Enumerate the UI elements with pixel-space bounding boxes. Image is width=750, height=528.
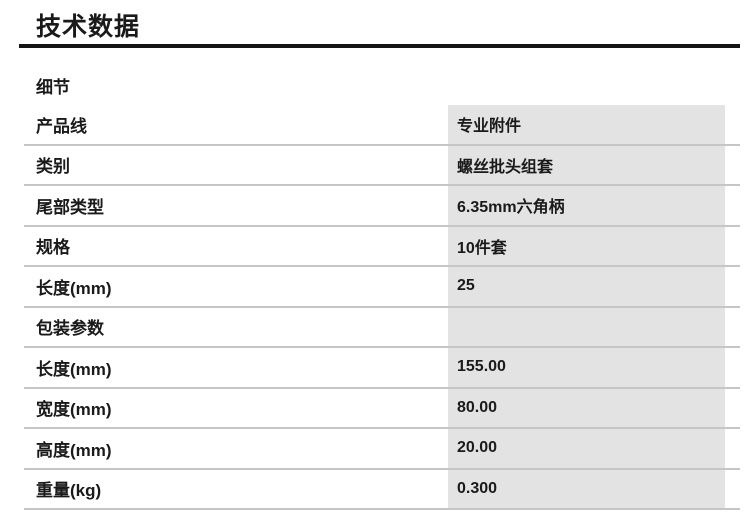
row-label: 规格 [36,238,70,258]
table-row: 宽度(mm) 80.00 [24,388,740,429]
table-row: 高度(mm) 20.00 [24,429,740,470]
row-label: 包装参数 [36,319,104,339]
details-section-header: 细节 [36,78,70,97]
row-spacer [725,389,740,428]
title-underline-rule [19,44,740,48]
row-value: 80.00 [448,388,725,427]
row-value: 155.00 [448,348,725,387]
row-spacer [725,429,740,468]
row-spacer [725,308,740,347]
row-spacer [725,186,740,225]
row-spacer [725,267,740,306]
row-value: 20.00 [448,429,725,468]
row-spacer [725,470,740,509]
row-spacer [725,105,740,144]
row-label: 高度(mm) [36,440,112,460]
row-label: 产品线 [36,116,87,136]
table-row: 规格 10件套 [24,226,740,267]
table-row: 长度(mm) 155.00 [24,348,740,389]
spec-table-body: 产品线 专业附件 类别 螺丝批头组套 尾部类型 6.35mm六角柄 规格 10件… [24,105,740,510]
row-value: 6.35mm六角柄 [448,186,725,225]
table-row: 包装参数 [24,307,740,348]
table-row: 尾部类型 6.35mm六角柄 [24,186,740,227]
table-row: 产品线 专业附件 [24,105,740,146]
row-label: 长度(mm) [36,278,112,298]
row-value: 专业附件 [448,105,725,144]
table-row: 长度(mm) 25 [24,267,740,308]
row-value: 螺丝批头组套 [448,145,725,184]
row-label: 类别 [36,157,70,177]
technical-data-page: 技术数据 细节 产品线 专业附件 类别 螺丝批头组套 尾部类型 6.35mm六角… [0,12,750,528]
row-label: 重量(kg) [36,481,102,501]
table-row: 重量(kg) 0.300 [24,469,740,510]
row-label: 长度(mm) [36,359,112,379]
row-value [448,307,725,346]
row-spacer [725,146,740,185]
row-label: 宽度(mm) [36,400,112,420]
row-spacer [725,348,740,387]
row-value: 25 [448,267,725,306]
row-value: 0.300 [448,469,725,508]
row-value: 10件套 [448,226,725,265]
table-row: 类别 螺丝批头组套 [24,145,740,186]
page-title: 技术数据 [36,13,141,41]
row-label: 尾部类型 [36,197,104,217]
row-spacer [725,227,740,266]
spec-table: 产品线 专业附件 类别 螺丝批头组套 尾部类型 6.35mm六角柄 规格 10件… [24,105,740,510]
